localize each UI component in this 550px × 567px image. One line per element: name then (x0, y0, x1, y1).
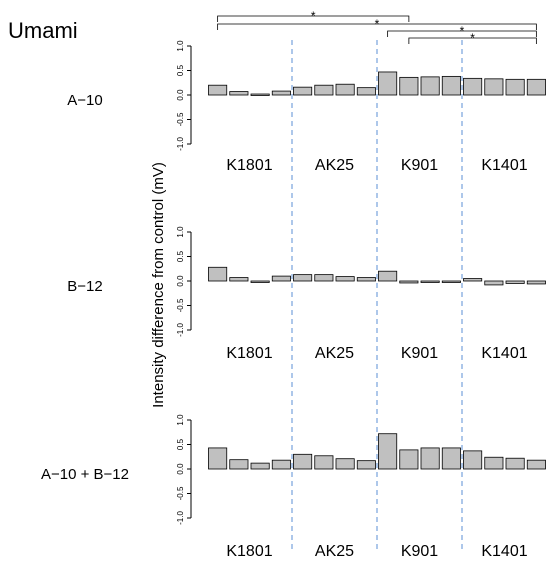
chart-panels: A−10 -1.0 -0.5 0.0 0.5 1.0 K1801 AK25 K901 K1401 *… (41, 9, 546, 560)
bar (335, 458, 355, 470)
bar (208, 266, 228, 282)
bar (229, 459, 249, 470)
bar (271, 459, 291, 470)
significance-bracket (217, 23, 537, 30)
y-tick-label: -0.5 (176, 486, 185, 500)
y-tick-label: -0.5 (176, 112, 185, 126)
significance-marker: * (460, 24, 465, 38)
y-tick-label: -1.0 (176, 137, 185, 151)
bar (271, 275, 291, 282)
chart-panel-3: A−10 + B−12 -1.0 -0.5 0.0 0.5 1.0 K1801 AK25 K90… (41, 414, 546, 560)
significance-bracket (387, 30, 537, 37)
bar (378, 71, 398, 96)
group-label: AK25 (315, 543, 354, 560)
bar (505, 457, 525, 470)
bar (208, 84, 228, 96)
bar (356, 87, 376, 96)
significance-marker: * (470, 31, 475, 45)
chart-panel-2: B−12 -1.0 -0.5 0.0 0.5 1.0 K1801 AK25 K901 K1401 (67, 226, 546, 362)
group-label: K901 (401, 543, 438, 560)
group-separators (291, 40, 463, 552)
bar (229, 91, 249, 96)
bar (293, 453, 313, 470)
bar (356, 277, 376, 282)
bar (378, 270, 398, 282)
bar (335, 276, 355, 282)
bar (484, 456, 504, 470)
bar (250, 93, 270, 96)
bar (378, 433, 398, 470)
y-tick-label: 1.0 (176, 40, 185, 52)
panel-label: A−10 (67, 92, 102, 109)
bar (208, 447, 228, 470)
bar (441, 447, 461, 470)
panel-label: A−10 + B−12 (41, 466, 129, 483)
bar (399, 76, 419, 96)
y-tick-label: 0.0 (176, 275, 185, 287)
bar (229, 277, 249, 282)
bar (484, 280, 504, 286)
bar (250, 462, 270, 470)
bar (335, 83, 355, 96)
bar (420, 280, 440, 283)
group-label: K901 (401, 345, 438, 362)
bar (250, 280, 270, 283)
bar (399, 280, 419, 284)
bar (314, 274, 334, 282)
y-tick-label: 1.0 (176, 414, 185, 426)
panel-label: B−12 (67, 278, 102, 295)
y-axis-label: Intensity difference from control (mV) (150, 162, 167, 408)
bar (463, 450, 483, 470)
group-label: K901 (401, 157, 438, 174)
group-label: AK25 (315, 157, 354, 174)
bar (526, 78, 546, 96)
bar (399, 449, 419, 470)
y-tick-label: 0.5 (176, 438, 185, 450)
bar (441, 75, 461, 96)
bar (293, 274, 313, 282)
bar (526, 280, 546, 285)
group-label: K1401 (481, 157, 527, 174)
y-tick-label: 0.0 (176, 463, 185, 475)
bar (271, 90, 291, 96)
bar (441, 280, 461, 283)
bar (293, 86, 313, 96)
bar (526, 459, 546, 470)
bar (484, 78, 504, 96)
y-tick-label: 0.0 (176, 89, 185, 101)
bar (463, 278, 483, 282)
bar (463, 77, 483, 96)
chart-panel-1: A−10 -1.0 -0.5 0.0 0.5 1.0 K1801 AK25 K901 K1401 *… (67, 9, 546, 174)
bar (505, 78, 525, 96)
y-tick-label: -1.0 (176, 323, 185, 337)
y-tick-label: 0.5 (176, 250, 185, 262)
group-label: K1801 (226, 157, 272, 174)
group-label: K1801 (226, 543, 272, 560)
y-tick-label: 1.0 (176, 226, 185, 238)
bar (420, 447, 440, 470)
significance-bracket (217, 15, 410, 22)
bar (356, 460, 376, 470)
bar (314, 455, 334, 470)
group-label: K1401 (481, 543, 527, 560)
group-label: K1401 (481, 345, 527, 362)
significance-marker: * (311, 9, 316, 23)
figure-title: Umami (8, 18, 78, 43)
significance-marker: * (375, 17, 380, 31)
bar (505, 280, 525, 284)
y-tick-label: -1.0 (176, 511, 185, 525)
group-label: K1801 (226, 345, 272, 362)
group-label: AK25 (315, 345, 354, 362)
significance-bracket (408, 37, 537, 44)
y-tick-label: 0.5 (176, 64, 185, 76)
y-tick-label: -0.5 (176, 298, 185, 312)
bar (314, 84, 334, 96)
bar (420, 76, 440, 96)
